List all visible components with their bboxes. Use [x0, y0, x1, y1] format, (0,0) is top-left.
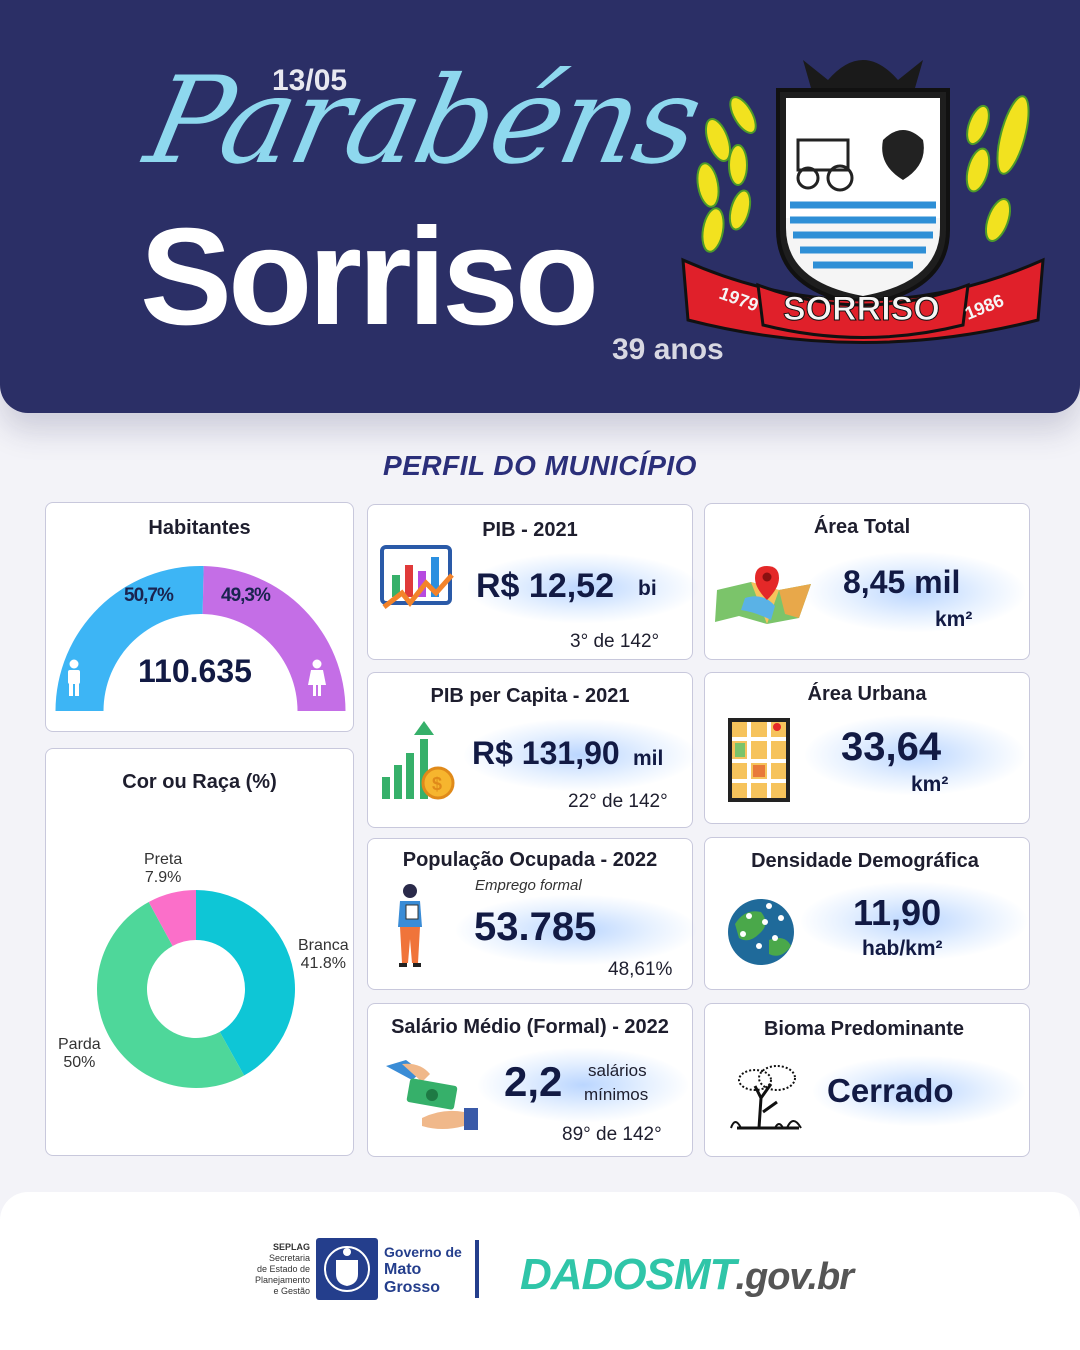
worker-icon [398, 884, 422, 967]
card-pib: PIB - 2021 R$ 12,52 bi 3° de 142° [367, 504, 698, 660]
pib-unit: bi [638, 577, 657, 600]
crest-name: SORRISO [783, 290, 940, 328]
female-percent: 49,3% [221, 585, 271, 606]
dadosmt-logo[interactable]: DADOSMT.gov.br [520, 1250, 854, 1300]
greeting: Parabéns [135, 52, 712, 191]
governo-mt-text: Governo de Mato Grosso [384, 1244, 462, 1296]
dadosmt-main: DADOSMT [520, 1250, 736, 1299]
gauge-male-segment [55, 566, 204, 711]
man-icon [68, 659, 80, 696]
slice-label-branca: Branca 41.8% [298, 937, 349, 972]
donut-slice-branca [196, 890, 295, 1076]
densidade-value: 11,90 [853, 892, 942, 933]
card-cor-raca: Cor ou Raça (%) Preta 7.9% Branca 41.8% … [45, 748, 354, 1156]
growth-coin-icon: $ [382, 721, 455, 800]
city-crest-icon: 1979 SORRISO 1986 [681, 60, 1045, 344]
pib-title: PIB - 2021 [482, 519, 578, 541]
section-title: PERFIL DO MUNICÍPIO [383, 450, 697, 481]
salario-unit-line2: mínimos [584, 1085, 649, 1104]
city-name: Sorriso [140, 200, 599, 354]
header-banner: Parabéns 13/05 Sorriso 39 anos [0, 0, 1080, 413]
woman-icon [308, 659, 326, 696]
area-total-unit: km² [935, 608, 973, 631]
anniversary-age: 39 anos [612, 333, 724, 366]
cor-raca-title: Cor ou Raça (%) [122, 771, 277, 793]
dadosmt-suffix: .gov.br [735, 1256, 854, 1298]
footer-divider [475, 1240, 479, 1298]
densidade-title: Densidade Demográfica [751, 850, 979, 872]
city-map-icon [728, 718, 790, 802]
salario-rank: 89° de 142° [562, 1124, 662, 1145]
card-densidade: Densidade Demográfica 11,90 hab/km² [704, 837, 1030, 990]
donut-slice-parda [96, 902, 245, 1089]
pib-value: R$ 12,52 [476, 567, 614, 605]
date: 13/05 [272, 64, 348, 97]
cor-raca-donut-chart [96, 890, 295, 1089]
salario-title: Salário Médio (Formal) - 2022 [391, 1016, 669, 1038]
male-percent: 50,7% [124, 585, 174, 606]
populacao-value: 53.785 [474, 905, 597, 949]
habitantes-total: 110.635 [138, 653, 252, 689]
card-area-total: Área Total 8,45 mil km² [704, 503, 1030, 660]
state-coat-of-arms-icon [316, 1238, 378, 1300]
card-populacao: População Ocupada - 2022 Emprego formal … [367, 838, 696, 990]
habitantes-gauge [55, 566, 346, 711]
area-urbana-unit: km² [911, 773, 949, 796]
populacao-subtitle: Emprego formal [475, 877, 582, 894]
tree-icon [730, 1065, 802, 1130]
money-hand-icon [386, 1060, 478, 1130]
slice-label-preta: Preta 7.9% [144, 851, 183, 886]
svg-text:$: $ [432, 774, 442, 794]
card-salario: Salário Médio (Formal) - 2022 2,2 salári… [367, 1003, 693, 1157]
donut-slice-preta [148, 890, 196, 946]
pib-capita-unit: mil [633, 747, 664, 770]
bar-chart-icon [380, 545, 454, 609]
seplag-text: SEPLAG Secretaria de Estado de Planejame… [254, 1242, 310, 1296]
bioma-value: Cerrado [827, 1072, 954, 1109]
card-pib-capita: PIB per Capita - 2021 $ R$ 131,90 mil 22… [367, 672, 696, 828]
map-pin-icon [715, 566, 811, 624]
salario-unit-line1: salários [588, 1061, 647, 1080]
populacao-percent: 48,61% [608, 959, 673, 980]
area-urbana-value: 33,64 [841, 725, 942, 769]
footer [0, 1192, 1080, 1350]
globe-people-icon [728, 899, 794, 965]
card-bioma: Bioma Predominante Cerrado [704, 1003, 1030, 1157]
card-habitantes: Habitantes 50,7% 49,3% 110.635 [45, 502, 354, 732]
pib-capita-value: R$ 131,90 [472, 735, 620, 771]
area-urbana-title: Área Urbana [807, 683, 927, 705]
salario-value: 2,2 [504, 1058, 563, 1105]
pib-rank: 3° de 142° [570, 631, 660, 652]
pib-capita-title: PIB per Capita - 2021 [430, 685, 630, 707]
habitantes-title: Habitantes [148, 517, 251, 539]
gauge-female-segment [202, 566, 346, 711]
bioma-title: Bioma Predominante [763, 1018, 965, 1040]
populacao-title: População Ocupada - 2022 [402, 849, 658, 871]
card-area-urbana: Área Urbana 33,64 km² [704, 672, 1030, 824]
area-total-title: Área Total [813, 516, 911, 538]
area-total-value: 8,45 mil [843, 564, 961, 600]
densidade-unit: hab/km² [862, 937, 943, 960]
slice-label-parda: Parda 50% [58, 1036, 101, 1071]
pib-capita-rank: 22° de 142° [568, 791, 668, 812]
